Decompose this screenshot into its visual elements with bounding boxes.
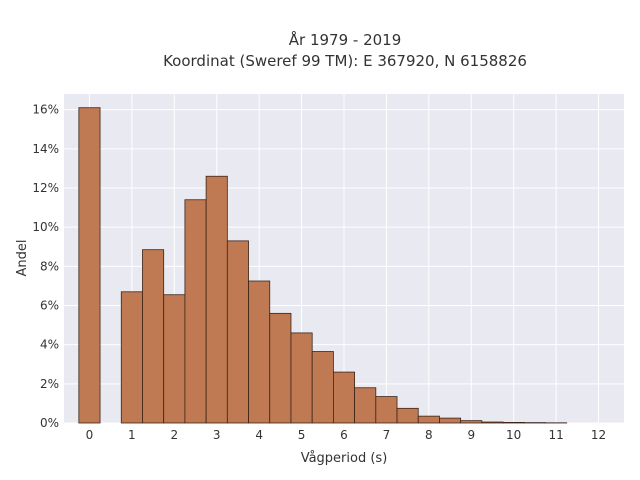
histogram-bar — [205, 175, 228, 424]
histogram-bar — [120, 291, 143, 424]
histogram-bar — [290, 332, 313, 424]
y-tick-label: 12% — [32, 181, 59, 195]
histogram-bar — [226, 240, 249, 424]
histogram-bar — [163, 294, 186, 424]
histogram-bar — [375, 396, 398, 424]
histogram-bar — [78, 107, 101, 424]
chart-title-line1: År 1979 - 2019 — [289, 30, 402, 49]
x-tick-label: 6 — [340, 428, 348, 442]
x-tick-label: 12 — [591, 428, 606, 442]
histogram-bar — [248, 280, 271, 424]
histogram-bar — [184, 199, 207, 424]
x-tick-label: 0 — [86, 428, 94, 442]
histogram-bar — [502, 422, 525, 424]
y-tick-label: 4% — [40, 338, 59, 352]
chart-title-line2: Koordinat (Sweref 99 TM): E 367920, N 61… — [163, 52, 527, 70]
histogram-bar — [354, 387, 377, 424]
y-tick-label: 16% — [32, 103, 59, 117]
x-tick-label: 11 — [548, 428, 563, 442]
x-tick-label: 2 — [170, 428, 178, 442]
y-tick-label: 10% — [32, 220, 59, 234]
y-tick-label: 14% — [32, 142, 59, 156]
x-tick-labels: 0 1 2 3 4 5 6 7 8 9 10 11 12 — [86, 428, 607, 442]
x-tick-label: 7 — [383, 428, 391, 442]
bars-group — [78, 107, 568, 424]
histogram-bar — [311, 351, 334, 424]
x-tick-label: 4 — [255, 428, 263, 442]
x-tick-label: 3 — [213, 428, 221, 442]
y-tick-label: 0% — [40, 416, 59, 430]
x-tick-label: 5 — [298, 428, 306, 442]
y-tick-label: 8% — [40, 259, 59, 273]
x-tick-label: 9 — [467, 428, 475, 442]
histogram-bar — [417, 415, 440, 424]
histogram-bar — [332, 371, 356, 424]
histogram-bar — [396, 407, 419, 424]
y-tick-label: 6% — [40, 299, 59, 313]
x-axis-label: Vågperiod (s) — [301, 451, 388, 466]
histogram-bar — [269, 312, 292, 424]
y-tick-label: 2% — [40, 377, 59, 391]
y-tick-labels: 0% 2% 4% 6% 8% 10% 12% 14% 16% — [32, 103, 59, 430]
x-tick-label: 1 — [128, 428, 136, 442]
histogram-bar — [460, 420, 483, 424]
histogram-bar — [481, 421, 504, 424]
x-tick-label: 10 — [506, 428, 521, 442]
x-tick-label: 8 — [425, 428, 433, 442]
histogram-bar — [439, 417, 462, 424]
histogram-bar — [142, 249, 165, 424]
y-axis-label: Andel — [15, 240, 30, 277]
